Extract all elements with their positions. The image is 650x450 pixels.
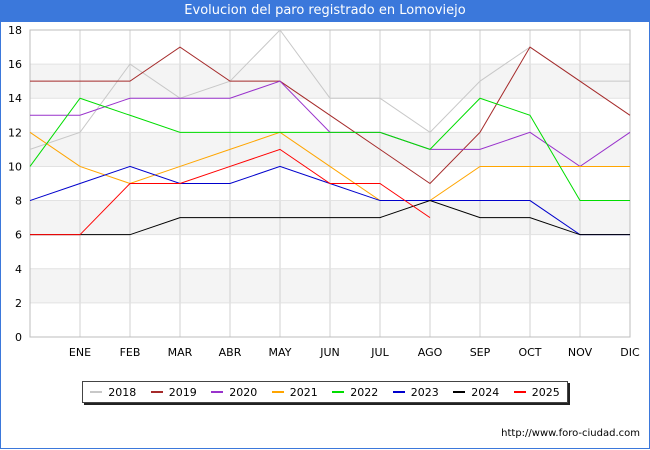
x-tick-label: SEP <box>470 346 491 359</box>
series-line-2022 <box>29 97 630 202</box>
y-tick-label: 6 <box>15 229 22 242</box>
legend-swatch <box>513 391 526 393</box>
y-tick-label: 18 <box>8 24 22 37</box>
legend-label: 2024 <box>471 385 500 399</box>
legend-item-2025: 2025 <box>513 385 560 399</box>
legend-swatch <box>90 391 103 393</box>
y-tick-label: 0 <box>15 331 22 344</box>
x-tick-label: ENE <box>69 346 91 359</box>
y-tick-label: 8 <box>15 195 22 208</box>
x-tick-label: MAY <box>269 346 292 359</box>
legend-swatch <box>332 391 345 393</box>
x-tick-label: FEB <box>120 346 141 359</box>
x-tick-label: NOV <box>568 346 593 359</box>
legend-label: 2018 <box>108 385 137 399</box>
legend-label: 2019 <box>168 385 197 399</box>
y-tick-label: 2 <box>15 297 22 310</box>
x-tick-label: AGO <box>418 346 443 359</box>
legend-item-2019: 2019 <box>150 385 197 399</box>
x-tick-label: ABR <box>219 346 242 359</box>
y-tick-label: 4 <box>15 263 22 276</box>
chart-title: Evolucion del paro registrado en Lomovie… <box>0 0 650 22</box>
legend-item-2024: 2024 <box>453 386 499 399</box>
y-tick-label: 16 <box>8 58 22 71</box>
legend-label: 2023 <box>410 385 439 399</box>
legend-item-2022: 2022 <box>332 386 378 399</box>
plot-border <box>29 29 631 338</box>
y-tick-label: 12 <box>8 126 22 139</box>
legend-label: 2020 <box>229 385 258 399</box>
legend-swatch <box>271 391 284 393</box>
legend-label: 2025 <box>531 385 560 399</box>
x-tick-label: JUL <box>370 346 389 359</box>
chart-legend: 2018 2019 2020 2021 2022 2023 2024 2025 <box>82 381 568 403</box>
legend-label: 2021 <box>289 385 318 399</box>
series-line-2019 <box>30 46 631 185</box>
legend-item-2018: 2018 <box>90 386 136 399</box>
legend-label: 2022 <box>350 385 379 399</box>
legend-swatch <box>453 391 466 393</box>
legend-swatch <box>392 391 405 393</box>
legend-item-2020: 2020 <box>211 386 257 399</box>
y-tick-label: 14 <box>8 92 22 105</box>
x-tick-label: DIC <box>620 346 640 359</box>
source-url: http://www.foro-ciudad.com <box>501 428 640 439</box>
legend-swatch <box>150 391 163 393</box>
y-tick-label: 10 <box>8 160 22 173</box>
x-tick-label: JUN <box>319 346 340 359</box>
x-tick-label: OCT <box>518 346 541 359</box>
legend-item-2021: 2021 <box>271 385 318 399</box>
series-line-2024 <box>30 200 630 236</box>
x-tick-label: MAR <box>168 346 193 359</box>
series-line-2025 <box>30 148 431 236</box>
legend-swatch <box>211 391 224 393</box>
legend-item-2023: 2023 <box>392 385 439 399</box>
